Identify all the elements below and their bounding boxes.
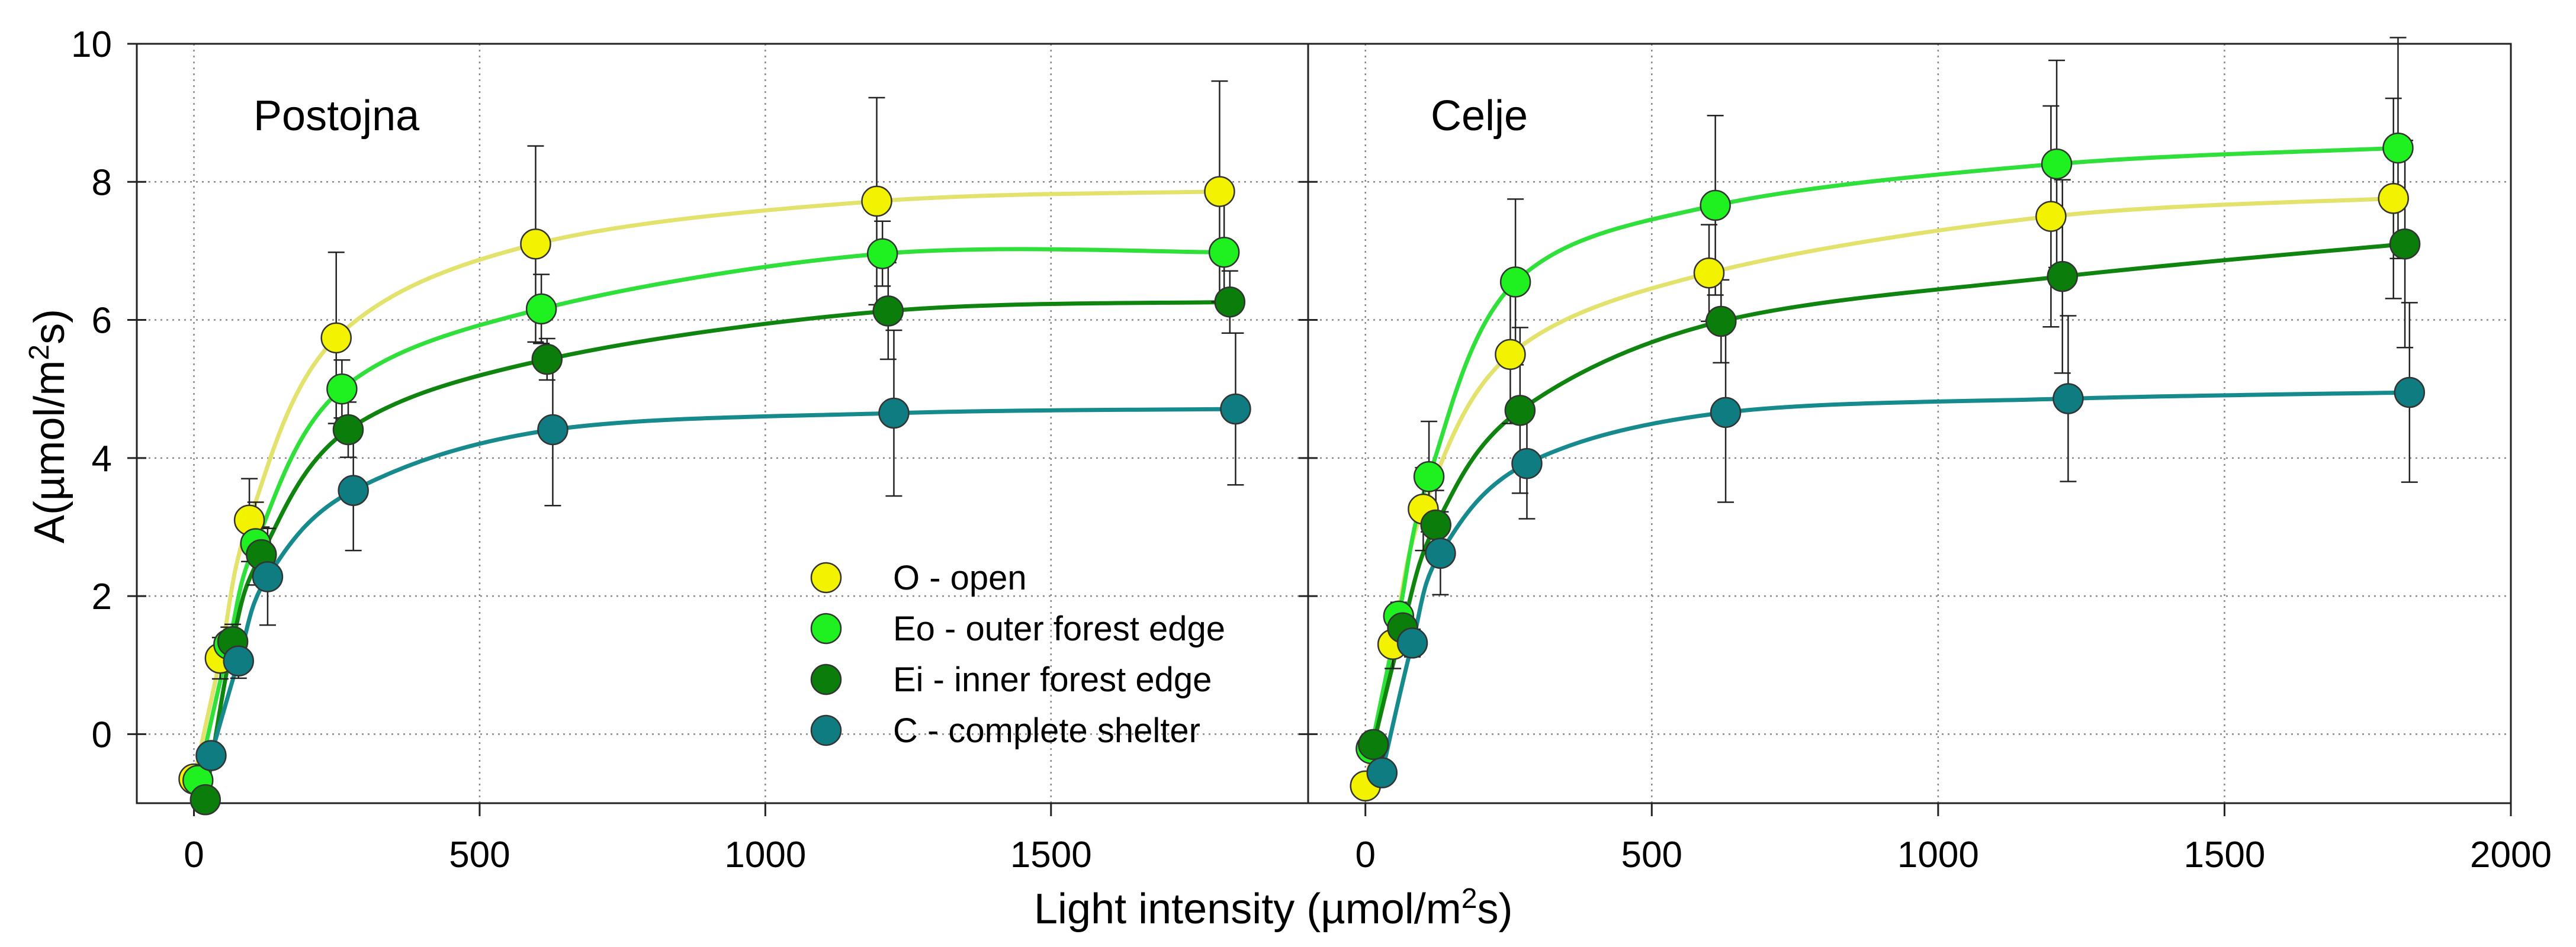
data-point-o bbox=[520, 228, 551, 260]
data-point-ei bbox=[332, 414, 364, 446]
data-point-c bbox=[1396, 627, 1428, 659]
y-tick-label: 4 bbox=[92, 439, 112, 479]
legend-marker-eo bbox=[810, 613, 842, 645]
data-point-c bbox=[1425, 537, 1456, 569]
y-tick-label: 10 bbox=[71, 24, 112, 65]
data-point-eo bbox=[1208, 236, 1240, 268]
x-tick-label: 1000 bbox=[724, 835, 806, 875]
data-point-o bbox=[1204, 176, 1235, 207]
x-axis-label: Light intensity (µmol/m2s) bbox=[1034, 883, 1512, 933]
legend-label: Ei - inner forest edge bbox=[893, 661, 1212, 699]
data-point-ei bbox=[2389, 228, 2421, 260]
data-point-eo bbox=[1413, 461, 1445, 492]
y-axis-label: A(µmol/m2s) bbox=[24, 309, 73, 543]
legend-label: O - open bbox=[893, 559, 1027, 597]
fit-curve-c bbox=[209, 407, 1236, 756]
y-tick-label: 0 bbox=[92, 714, 112, 755]
legend: O - open Eo - outer forest edge Ei - inner… bbox=[810, 559, 1225, 750]
fit-curve-c bbox=[1380, 390, 2410, 774]
data-point-c bbox=[1220, 393, 1251, 425]
data-point-c bbox=[878, 397, 910, 429]
x-tick-label: 500 bbox=[1621, 835, 1682, 875]
panels: 0 500 1000 1500 0 2 4 6 8 10 Postojna 0 500 1000 1500 2… bbox=[71, 24, 2552, 875]
x-tick-label: 1000 bbox=[1897, 835, 1979, 875]
legend-label: Eo - outer forest edge bbox=[893, 610, 1225, 648]
data-point-o bbox=[320, 322, 352, 354]
data-point-eo bbox=[525, 293, 557, 325]
panel-celje: 0 500 1000 1500 2000 Celje bbox=[1299, 37, 2552, 875]
data-point-c bbox=[1366, 757, 1398, 788]
data-point-eo bbox=[2382, 132, 2414, 164]
legend-marker-o bbox=[810, 562, 842, 594]
data-point-eo bbox=[1499, 266, 1531, 298]
data-point-ei bbox=[531, 343, 563, 375]
legend-label: C - complete shelter bbox=[893, 711, 1200, 750]
data-point-o bbox=[1693, 257, 1725, 289]
x-tick-label: 500 bbox=[449, 835, 510, 875]
y-tick-label: 6 bbox=[92, 301, 112, 342]
data-point-c bbox=[195, 740, 227, 771]
data-point-eo bbox=[2041, 148, 2073, 180]
x-tick-label: 1500 bbox=[2183, 835, 2265, 875]
x-tick-label: 1500 bbox=[1010, 835, 1092, 875]
data-point-ei bbox=[1504, 395, 1536, 426]
data-point-c bbox=[1511, 447, 1543, 479]
y-tick-label: 2 bbox=[92, 576, 112, 617]
data-point-ei bbox=[872, 295, 904, 327]
data-point-c bbox=[338, 475, 369, 506]
data-point-ei bbox=[1358, 729, 1389, 761]
data-point-ei bbox=[1420, 509, 1451, 541]
data-point-o bbox=[861, 185, 892, 217]
data-point-ei bbox=[189, 784, 221, 816]
data-point-c bbox=[2394, 376, 2426, 408]
data-point-o bbox=[2035, 201, 2067, 232]
data-point-c bbox=[252, 561, 284, 592]
fit-curve-ei bbox=[1371, 241, 2405, 745]
fit-curve-eo bbox=[1369, 146, 2398, 749]
y-tick-label: 8 bbox=[92, 162, 112, 203]
fit-curve-o bbox=[192, 189, 1220, 779]
panel-title: Celje bbox=[1431, 92, 1528, 140]
fit-curve-eo bbox=[195, 247, 1225, 781]
legend-marker-c bbox=[810, 714, 842, 746]
data-point-eo bbox=[1700, 189, 1731, 221]
data-point-ei bbox=[1705, 305, 1737, 337]
data-point-ei bbox=[2047, 260, 2078, 292]
data-point-c bbox=[537, 414, 568, 446]
x-tick-label: 0 bbox=[184, 835, 204, 875]
data-point-eo bbox=[866, 238, 898, 269]
data-point-o bbox=[1495, 339, 1526, 371]
legend-marker-ei bbox=[810, 663, 842, 695]
plot-frame bbox=[1307, 43, 2512, 804]
data-point-ei bbox=[1214, 286, 1246, 318]
panel-title: Postojna bbox=[253, 92, 420, 140]
data-point-c bbox=[2053, 383, 2084, 414]
data-point-o bbox=[2378, 183, 2409, 214]
data-point-c bbox=[1710, 397, 1742, 429]
data-point-c bbox=[223, 645, 254, 677]
data-point-eo bbox=[326, 373, 358, 405]
x-tick-label: 2000 bbox=[2470, 835, 2552, 875]
x-tick-label: 0 bbox=[1355, 835, 1375, 875]
panel-postojna: 0 500 1000 1500 0 2 4 6 8 10 Postojna bbox=[71, 24, 1309, 875]
